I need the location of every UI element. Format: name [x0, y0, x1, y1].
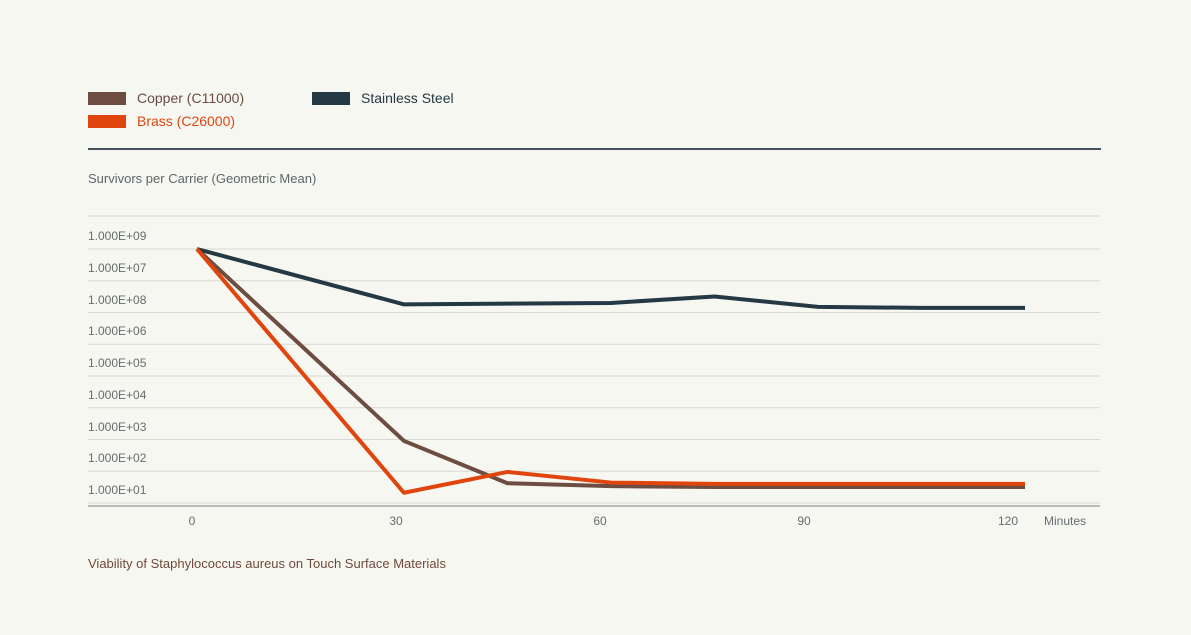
- copper-series-swatch: [88, 91, 126, 105]
- y-axis-tick-label: 1.000E+01: [88, 483, 147, 497]
- y-axis-tick-label: 1.000E+05: [88, 356, 147, 370]
- x-axis-tick-label: 90: [797, 514, 811, 528]
- y-axis-tick-label: 1.000E+02: [88, 451, 147, 466]
- x-axis-tick-label: 0: [188, 514, 196, 528]
- copper-c11000-line: [195, 247, 1025, 489]
- legend-item-copper: Copper (C11000): [88, 91, 244, 105]
- stainless-steel-series-swatch: [312, 91, 350, 105]
- stainless-steel-series-label: Stainless Steel: [361, 90, 454, 106]
- y-axis-tick-label: 1.000E+04: [88, 387, 147, 402]
- x-axis-tick-label: 120: [997, 514, 1019, 528]
- y-axis-tick-label: 1.000E+09: [88, 229, 147, 243]
- brass-series-swatch: [88, 114, 126, 128]
- y-axis-tick-label: 1.000E+07: [88, 260, 147, 275]
- x-axis-tick-label: 30: [389, 514, 403, 528]
- legend-item-brass: Brass (C26000): [88, 114, 235, 128]
- x-axis-unit-label: Minutes: [1043, 514, 1087, 528]
- brass-c26000-line: [195, 247, 1025, 495]
- brass-series-label: Brass (C26000): [137, 113, 236, 129]
- stainless-steel-line: [196, 247, 1025, 310]
- y-axis-tick-label: 1.000E+03: [88, 419, 147, 434]
- y-axis-tick-label: 1.000E+06: [88, 324, 147, 339]
- x-axis-tick-label: 60: [593, 514, 607, 528]
- y-axis-title: Survivors per Carrier (Geometric Mean): [88, 171, 317, 186]
- legend-item-stainless-steel: Stainless Steel: [312, 91, 454, 105]
- copper-series-label: Copper (C11000): [137, 90, 245, 106]
- legend-divider: [88, 148, 1101, 150]
- y-axis-tick-label: 1.000E+08: [88, 292, 147, 307]
- chart-title: Viability of Staphylococcus aureus on To…: [88, 556, 446, 571]
